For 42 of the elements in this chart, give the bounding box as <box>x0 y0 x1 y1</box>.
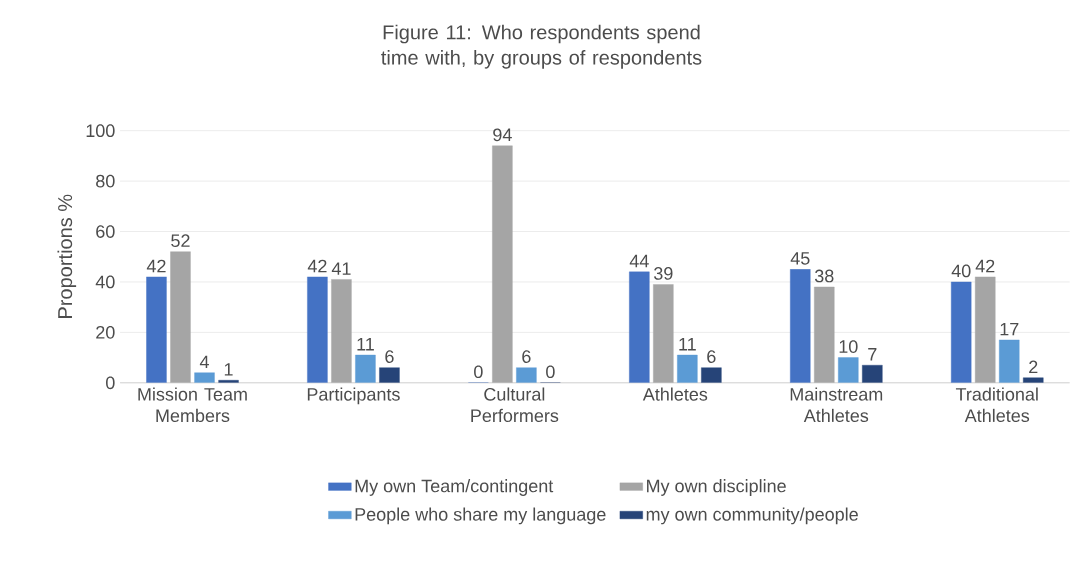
y-tick-label: 20 <box>96 326 115 339</box>
data-label: 38 <box>814 269 834 283</box>
legend-label: My own Team/contingent <box>355 479 554 497</box>
data-label: 11 <box>357 338 374 351</box>
data-label: 41 <box>331 262 351 276</box>
data-label: 39 <box>654 267 673 281</box>
data-label: 94 <box>493 128 512 142</box>
x-tick-label: Mainstream Athletes <box>790 387 883 423</box>
y-axis-title: Proportions % <box>57 194 77 319</box>
y-tick-label: 0 <box>106 376 115 390</box>
data-label: 11 <box>679 338 696 351</box>
x-tick-label: Mission Team Members <box>138 387 247 423</box>
data-label: 45 <box>790 252 810 265</box>
legend-label: My own discipline <box>647 479 786 497</box>
data-label: 42 <box>307 259 327 273</box>
data-label: 6 <box>385 350 394 364</box>
y-tick-label: 60 <box>96 225 115 239</box>
data-label: 17 <box>1000 323 1019 336</box>
data-label: 42 <box>146 259 166 273</box>
x-tick-label: Athletes <box>642 387 708 401</box>
data-label: 44 <box>629 255 649 268</box>
chart-title: Figure 11: Who respondents spend time with, by groups of respondents <box>381 24 702 69</box>
data-label: 6 <box>707 350 716 364</box>
data-label: 4 <box>199 355 209 369</box>
data-label: 42 <box>975 259 995 273</box>
data-label: 52 <box>171 234 190 248</box>
data-label: 1 <box>224 363 233 376</box>
y-tick-label: 80 <box>96 174 115 188</box>
x-tick-label: Cultural Performers <box>471 387 559 423</box>
data-label: 2 <box>1029 360 1038 374</box>
legend-label: People who share my language <box>355 507 606 525</box>
data-label: 0 <box>546 365 555 379</box>
x-tick-label: Participants <box>307 387 400 405</box>
data-label: 6 <box>522 350 531 364</box>
y-tick-label: 40 <box>95 275 115 289</box>
y-tick-label: 100 <box>86 124 115 138</box>
data-label: 40 <box>951 264 971 278</box>
legend-label: my own community/people <box>646 507 858 525</box>
data-label: 7 <box>868 348 877 361</box>
x-tick-label: Traditional Athletes <box>955 387 1038 423</box>
data-label: 0 <box>474 365 483 379</box>
data-label: 10 <box>839 340 858 354</box>
